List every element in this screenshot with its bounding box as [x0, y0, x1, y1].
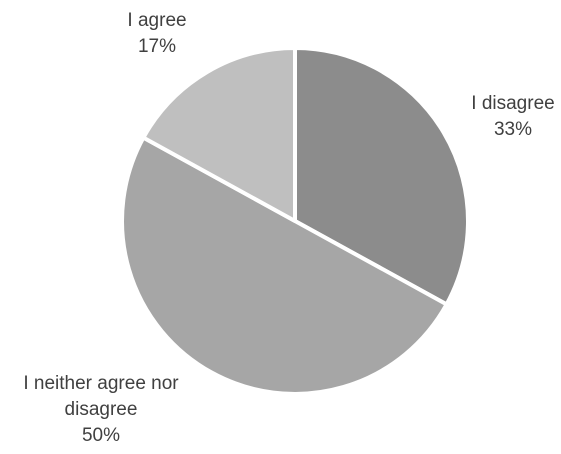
slice-category-label: I agree	[127, 10, 186, 31]
slice-label-2: I neither agree nor disagree 50%	[23, 373, 179, 446]
slice-percent-label: 17%	[138, 36, 176, 57]
slice-category-label: disagree	[65, 399, 138, 420]
slice-category-label: I disagree	[471, 93, 554, 114]
slice-percent-label: 33%	[494, 119, 532, 140]
slice-category-label: I neither agree nor	[23, 373, 179, 394]
pie-slice-2	[120, 135, 449, 396]
slice-percent-label: 50%	[82, 425, 120, 446]
pie-slices	[120, 46, 470, 396]
pie-slice-1	[293, 46, 470, 307]
pie-slice-3	[141, 46, 297, 223]
slice-label-3: I agree 17%	[127, 10, 186, 57]
slice-label-1: I disagree 33%	[471, 93, 554, 140]
pie-labels: I disagree 33% I neither agree nor disagree…	[23, 10, 554, 446]
